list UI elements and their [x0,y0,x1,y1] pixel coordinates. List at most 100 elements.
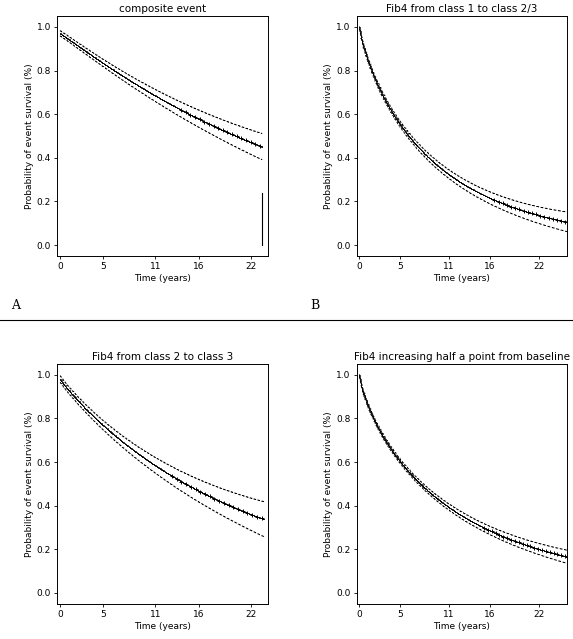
Point [461,180,470,190]
Point [474,520,484,530]
Point [486,193,495,203]
Point [253,512,262,522]
Point [451,507,460,517]
Point [386,443,395,453]
Point [210,121,219,132]
Point [453,508,462,518]
Point [498,531,507,541]
Point [214,123,223,134]
Point [219,498,229,508]
Point [531,543,540,553]
Point [253,512,262,522]
Point [70,392,80,403]
Point [187,110,196,120]
Point [496,530,505,541]
Point [541,546,550,557]
Point [516,204,525,215]
Point [174,475,183,485]
Point [386,444,395,454]
Point [401,126,410,136]
Point [208,120,217,130]
Point [507,535,516,545]
Point [445,503,454,513]
Point [66,36,76,46]
Point [538,211,547,221]
Point [160,466,169,477]
Point [449,173,458,183]
Point [106,63,115,73]
Point [380,94,389,104]
Point [360,393,370,403]
Point [88,50,97,61]
Point [458,179,468,189]
Point [446,504,456,514]
Point [124,442,133,452]
Point [58,30,68,40]
Point [537,211,546,221]
Point [178,477,187,487]
Point [488,194,497,204]
Point [172,474,182,484]
Point [356,31,366,42]
Point [509,535,518,546]
Point [554,215,563,225]
Point [234,504,244,514]
Point [365,60,374,70]
Point [91,52,100,63]
Point [551,549,560,559]
Point [106,427,115,437]
Point [150,90,159,100]
Point [199,488,209,498]
Point [152,91,161,102]
Point [491,528,500,538]
Point [57,29,66,40]
Point [110,430,119,440]
Point [250,511,260,521]
Point [401,463,410,473]
Point [429,157,438,167]
Point [115,435,124,445]
Point [389,109,398,119]
Point [163,98,172,108]
Point [150,90,159,100]
Point [453,508,462,518]
Point [382,436,391,447]
Point [104,426,113,436]
Point [428,156,437,166]
Point [113,433,122,443]
Point [58,30,67,40]
Point [197,115,206,125]
Point [380,95,390,105]
Point [483,525,492,535]
Point [539,545,548,555]
Point [441,167,450,177]
Point [56,28,65,38]
Point [124,442,134,452]
Point [202,489,211,500]
Point [438,164,447,174]
Point [148,459,157,469]
Point [450,174,460,184]
Point [560,216,569,226]
Point [117,436,127,447]
Point [253,140,262,150]
Point [457,178,466,188]
Point [237,134,246,144]
Point [416,144,425,155]
Point [198,116,207,126]
Point [458,511,468,521]
Point [545,547,555,557]
Point [57,29,66,40]
Point [468,517,477,527]
Point [101,60,111,70]
Point [62,383,71,393]
Point [434,495,443,505]
Point [413,476,422,486]
Point [458,179,468,189]
Point [486,194,496,204]
Point [80,45,89,56]
Point [60,31,69,42]
Point [74,42,83,52]
Point [363,54,372,65]
Point [78,401,87,411]
